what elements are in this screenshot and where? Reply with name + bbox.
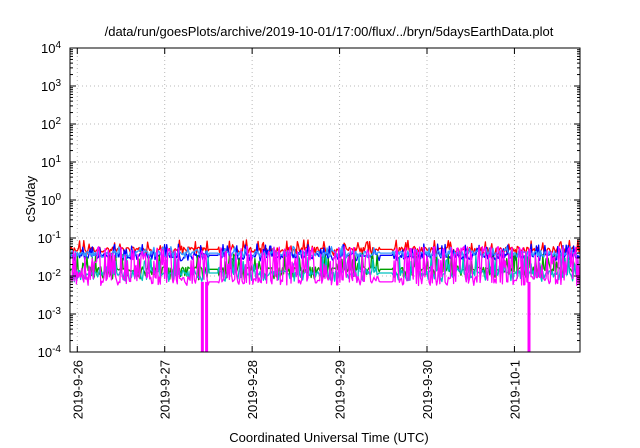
x-tick-label: 2019-9-27 — [158, 360, 173, 419]
x-tick-label: 2019-10-1 — [507, 360, 522, 419]
y-axis-label: cSv/day — [23, 175, 38, 222]
y-tick-label: 10-3 — [38, 306, 62, 323]
y-axis: 10-4 10-3 10-2 10-1 100 101 102 103 104 — [38, 40, 580, 361]
y-tick-label: 10-1 — [38, 230, 62, 247]
x-axis-label: Coordinated Universal Time (UTC) — [229, 430, 428, 445]
x-tick-label: 2019-9-29 — [333, 360, 348, 419]
y-tick-label: 100 — [41, 192, 61, 209]
y-tick-label: 103 — [41, 78, 61, 95]
y-tick-label: 101 — [41, 154, 61, 171]
x-tick-label: 2019-9-28 — [245, 360, 260, 419]
plot-area — [70, 239, 580, 352]
y-tick-label: 102 — [41, 116, 61, 133]
series-line — [70, 245, 580, 259]
y-tick-label: 104 — [41, 40, 61, 57]
chart-title: /data/run/goesPlots/archive/2019-10-01/1… — [105, 24, 554, 39]
series-line — [70, 245, 580, 287]
y-tick-label: 10-4 — [38, 344, 62, 361]
grid — [70, 48, 580, 352]
x-tick-label: 2019-9-30 — [420, 360, 435, 419]
x-axis: 2019-9-26 2019-9-27 2019-9-28 2019-9-29 2019… — [70, 48, 522, 419]
y-tick-label: 10-2 — [38, 268, 62, 285]
x-tick-label: 2019-9-26 — [70, 360, 85, 419]
